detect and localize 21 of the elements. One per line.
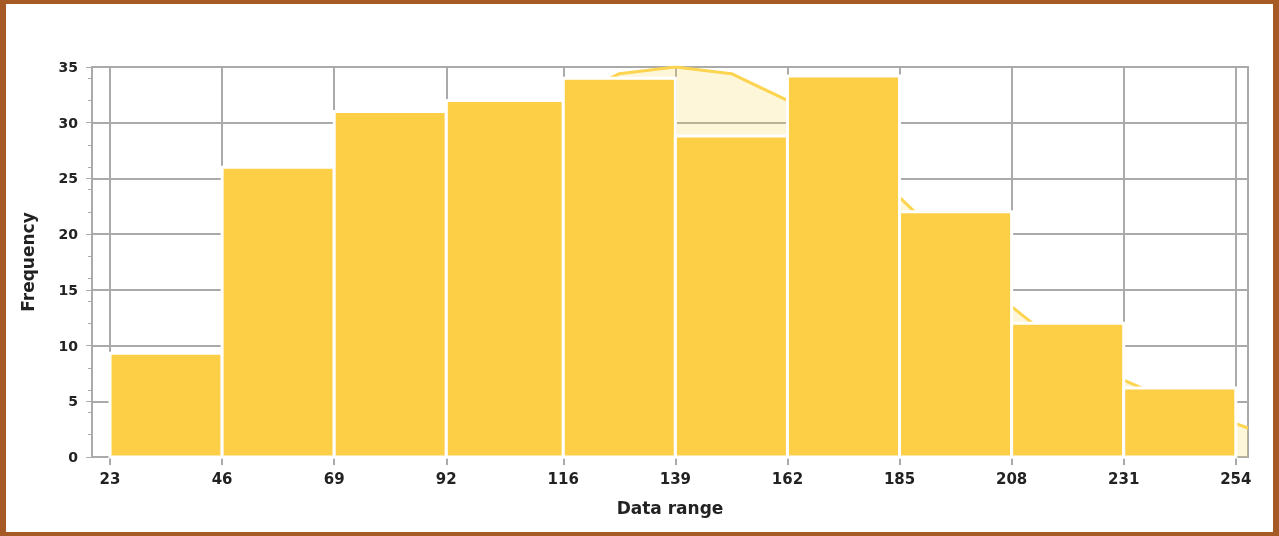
- x-tick-label: 231: [1108, 469, 1140, 488]
- x-axis-title: Data range: [616, 497, 724, 518]
- x-tick-label: 69: [323, 469, 345, 488]
- y-tick-label: 10: [58, 337, 79, 354]
- y-tick-label: 0: [68, 449, 79, 465]
- x-tick-label: 46: [211, 469, 233, 488]
- y-tick-label: 30: [58, 114, 79, 131]
- y-tick-label: 35: [58, 59, 78, 75]
- y-tick-label: 15: [58, 281, 78, 298]
- x-tick-label: 162: [771, 469, 804, 488]
- y-tick-label: 5: [68, 393, 78, 410]
- x-tick-label: 185: [883, 469, 916, 488]
- x-tick-label: 116: [547, 469, 579, 488]
- y-axis-title: Frequency: [17, 212, 38, 312]
- x-tick-label: 208: [995, 469, 1028, 488]
- y-tick-label: 20: [58, 226, 79, 243]
- x-tick-label: 92: [435, 469, 457, 488]
- y-tick-label: 25: [58, 170, 78, 187]
- x-tick-label: 254: [1220, 469, 1252, 488]
- x-tick-label: 139: [659, 469, 692, 488]
- x-tick-label: 23: [99, 469, 121, 488]
